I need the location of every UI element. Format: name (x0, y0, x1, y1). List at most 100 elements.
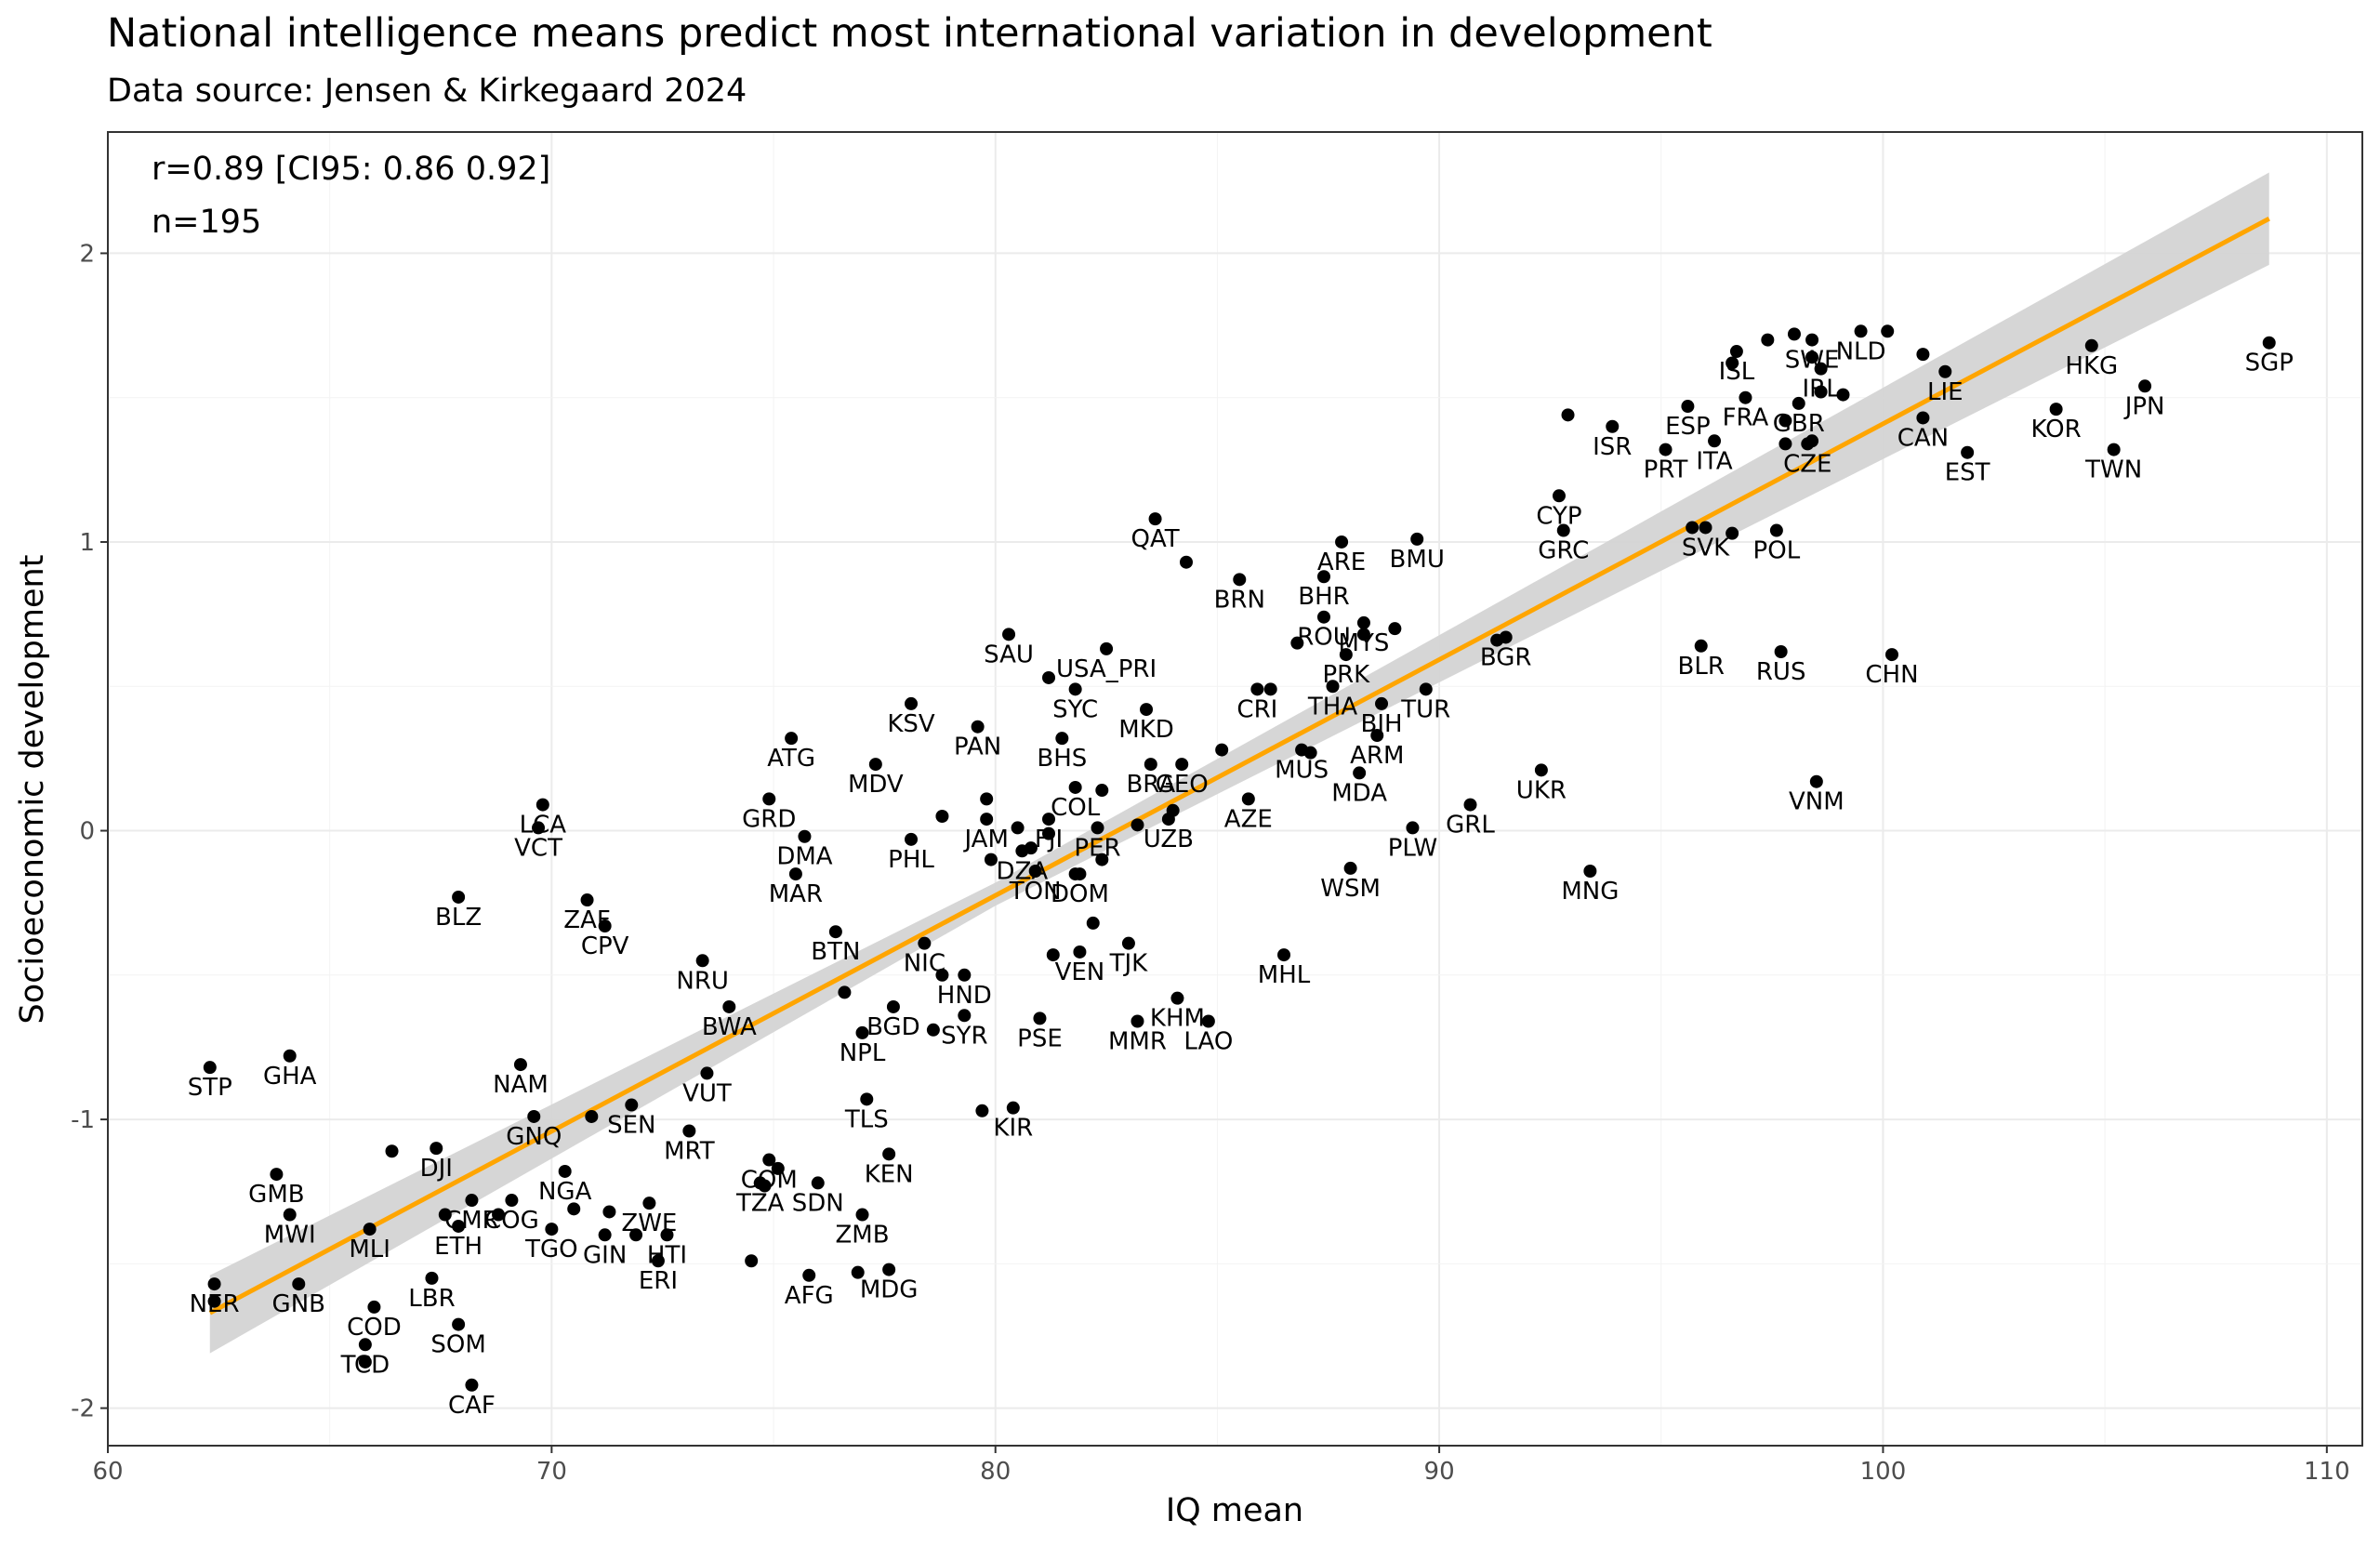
point-mys (1356, 615, 1370, 629)
point-twn (2107, 443, 2121, 456)
point-sen (625, 1098, 639, 1112)
point-nic (918, 936, 932, 950)
point-tcd (358, 1338, 372, 1352)
label-cpv: CPV (581, 932, 629, 960)
label-mwi: MWI (264, 1222, 316, 1250)
label-grl: GRL (1446, 812, 1495, 840)
label-cog: COG (484, 1207, 539, 1235)
point-lca (536, 798, 549, 812)
point-unlabeled (1686, 521, 1699, 535)
label-kir: KIR (993, 1115, 1033, 1143)
label-vct: VCT (514, 834, 562, 862)
label-tcd: TCD (340, 1351, 390, 1379)
label-can: CAN (1897, 424, 1949, 452)
point-unlabeled (1726, 356, 1739, 370)
point-grl (1463, 798, 1477, 812)
label-fra: FRA (1723, 404, 1769, 432)
label-isl: ISL (1719, 358, 1755, 386)
point-unlabeled (1787, 327, 1801, 341)
label-ken: KEN (865, 1160, 914, 1188)
label-afg: AFG (785, 1282, 834, 1310)
correlation-annotation: r=0.89 [CI95: 0.86 0.92] (152, 151, 550, 188)
point-unlabeled (935, 810, 949, 824)
label-nga: NGA (538, 1178, 592, 1206)
point-ita (1708, 434, 1722, 448)
point-npl (855, 1025, 869, 1039)
point-unlabeled (926, 1023, 940, 1037)
point-can (1916, 411, 1930, 425)
point-mdv (868, 758, 882, 772)
point-arm (1370, 729, 1384, 743)
label-zmb: ZMB (835, 1222, 889, 1250)
point-svk (1699, 521, 1712, 535)
regression-line (208, 216, 2270, 1316)
label-sen: SEN (607, 1112, 655, 1140)
label-mli: MLI (349, 1236, 390, 1263)
point-nga (558, 1164, 572, 1178)
point-bgd (886, 999, 900, 1013)
label-stp: STP (188, 1074, 232, 1102)
label-kor: KOR (2031, 416, 2082, 443)
label-brn: BRN (1214, 586, 1265, 614)
point-bhr (1316, 570, 1330, 584)
point-ken (882, 1147, 896, 1161)
point-usa_pri (1100, 641, 1114, 655)
label-gbr: GBR (1773, 410, 1825, 438)
point-cyp (1552, 489, 1566, 503)
x-axis-ticks: 60 70 80 90 100 110 (92, 1446, 2350, 1486)
point-bmu (1410, 532, 1424, 546)
panel-border (107, 131, 2363, 1447)
point-unlabeled (838, 985, 852, 999)
point-phl (905, 832, 919, 846)
label-btn: BTN (811, 938, 860, 966)
point-ukr (1534, 763, 1548, 777)
label-hkg: HKG (2065, 352, 2118, 380)
point-unlabeled (1130, 818, 1144, 832)
point-sgp (2262, 336, 2276, 350)
point-tjk (1121, 936, 1135, 950)
point-nam (513, 1058, 527, 1072)
point-bra (1144, 758, 1157, 772)
point-hkg (2084, 338, 2098, 352)
label-dom: DOM (1051, 880, 1109, 908)
chart-title: National intelligence means predict most… (107, 10, 1712, 57)
label-prt: PRT (1644, 456, 1688, 484)
label-ven: VEN (1055, 959, 1105, 986)
point-khm (1170, 991, 1184, 1005)
point-col (1068, 780, 1082, 794)
label-twn: TWN (2084, 456, 2142, 484)
label-mar: MAR (769, 880, 823, 908)
point-unlabeled (1726, 526, 1739, 540)
label-ner: NER (190, 1290, 240, 1318)
point-bwa (722, 999, 736, 1013)
point-unlabeled (1814, 385, 1828, 399)
label-bhs: BHS (1037, 745, 1087, 773)
x-tick-label: 90 (1424, 1458, 1455, 1486)
label-lbr: LBR (408, 1285, 455, 1313)
label-ita: ITA (1696, 447, 1733, 475)
label-syc: SYC (1052, 695, 1098, 723)
point-bih (1375, 696, 1389, 710)
point-nld (1854, 324, 1868, 338)
point-sdn (811, 1176, 825, 1190)
point-sau (1002, 628, 1016, 641)
point-eth (452, 1219, 466, 1233)
label-syr: SYR (941, 1022, 987, 1050)
point-com (762, 1153, 776, 1167)
label-are: ARE (1317, 549, 1366, 576)
label-lca: LCA (520, 812, 567, 840)
point-unlabeled (1046, 948, 1060, 962)
point-unlabeled (207, 1294, 221, 1308)
label-cmr: CMR (444, 1207, 499, 1235)
point-unlabeled (438, 1208, 452, 1222)
point-mkd (1140, 703, 1154, 717)
label-pse: PSE (1017, 1025, 1063, 1052)
point-unlabeled (1290, 636, 1304, 650)
label-usa_pri: USA_PRI (1056, 655, 1157, 683)
point-pan (971, 720, 985, 734)
label-gin: GIN (583, 1241, 627, 1269)
point-unlabeled (1011, 821, 1025, 835)
point-chn (1884, 648, 1898, 662)
point-zaf (580, 893, 594, 907)
